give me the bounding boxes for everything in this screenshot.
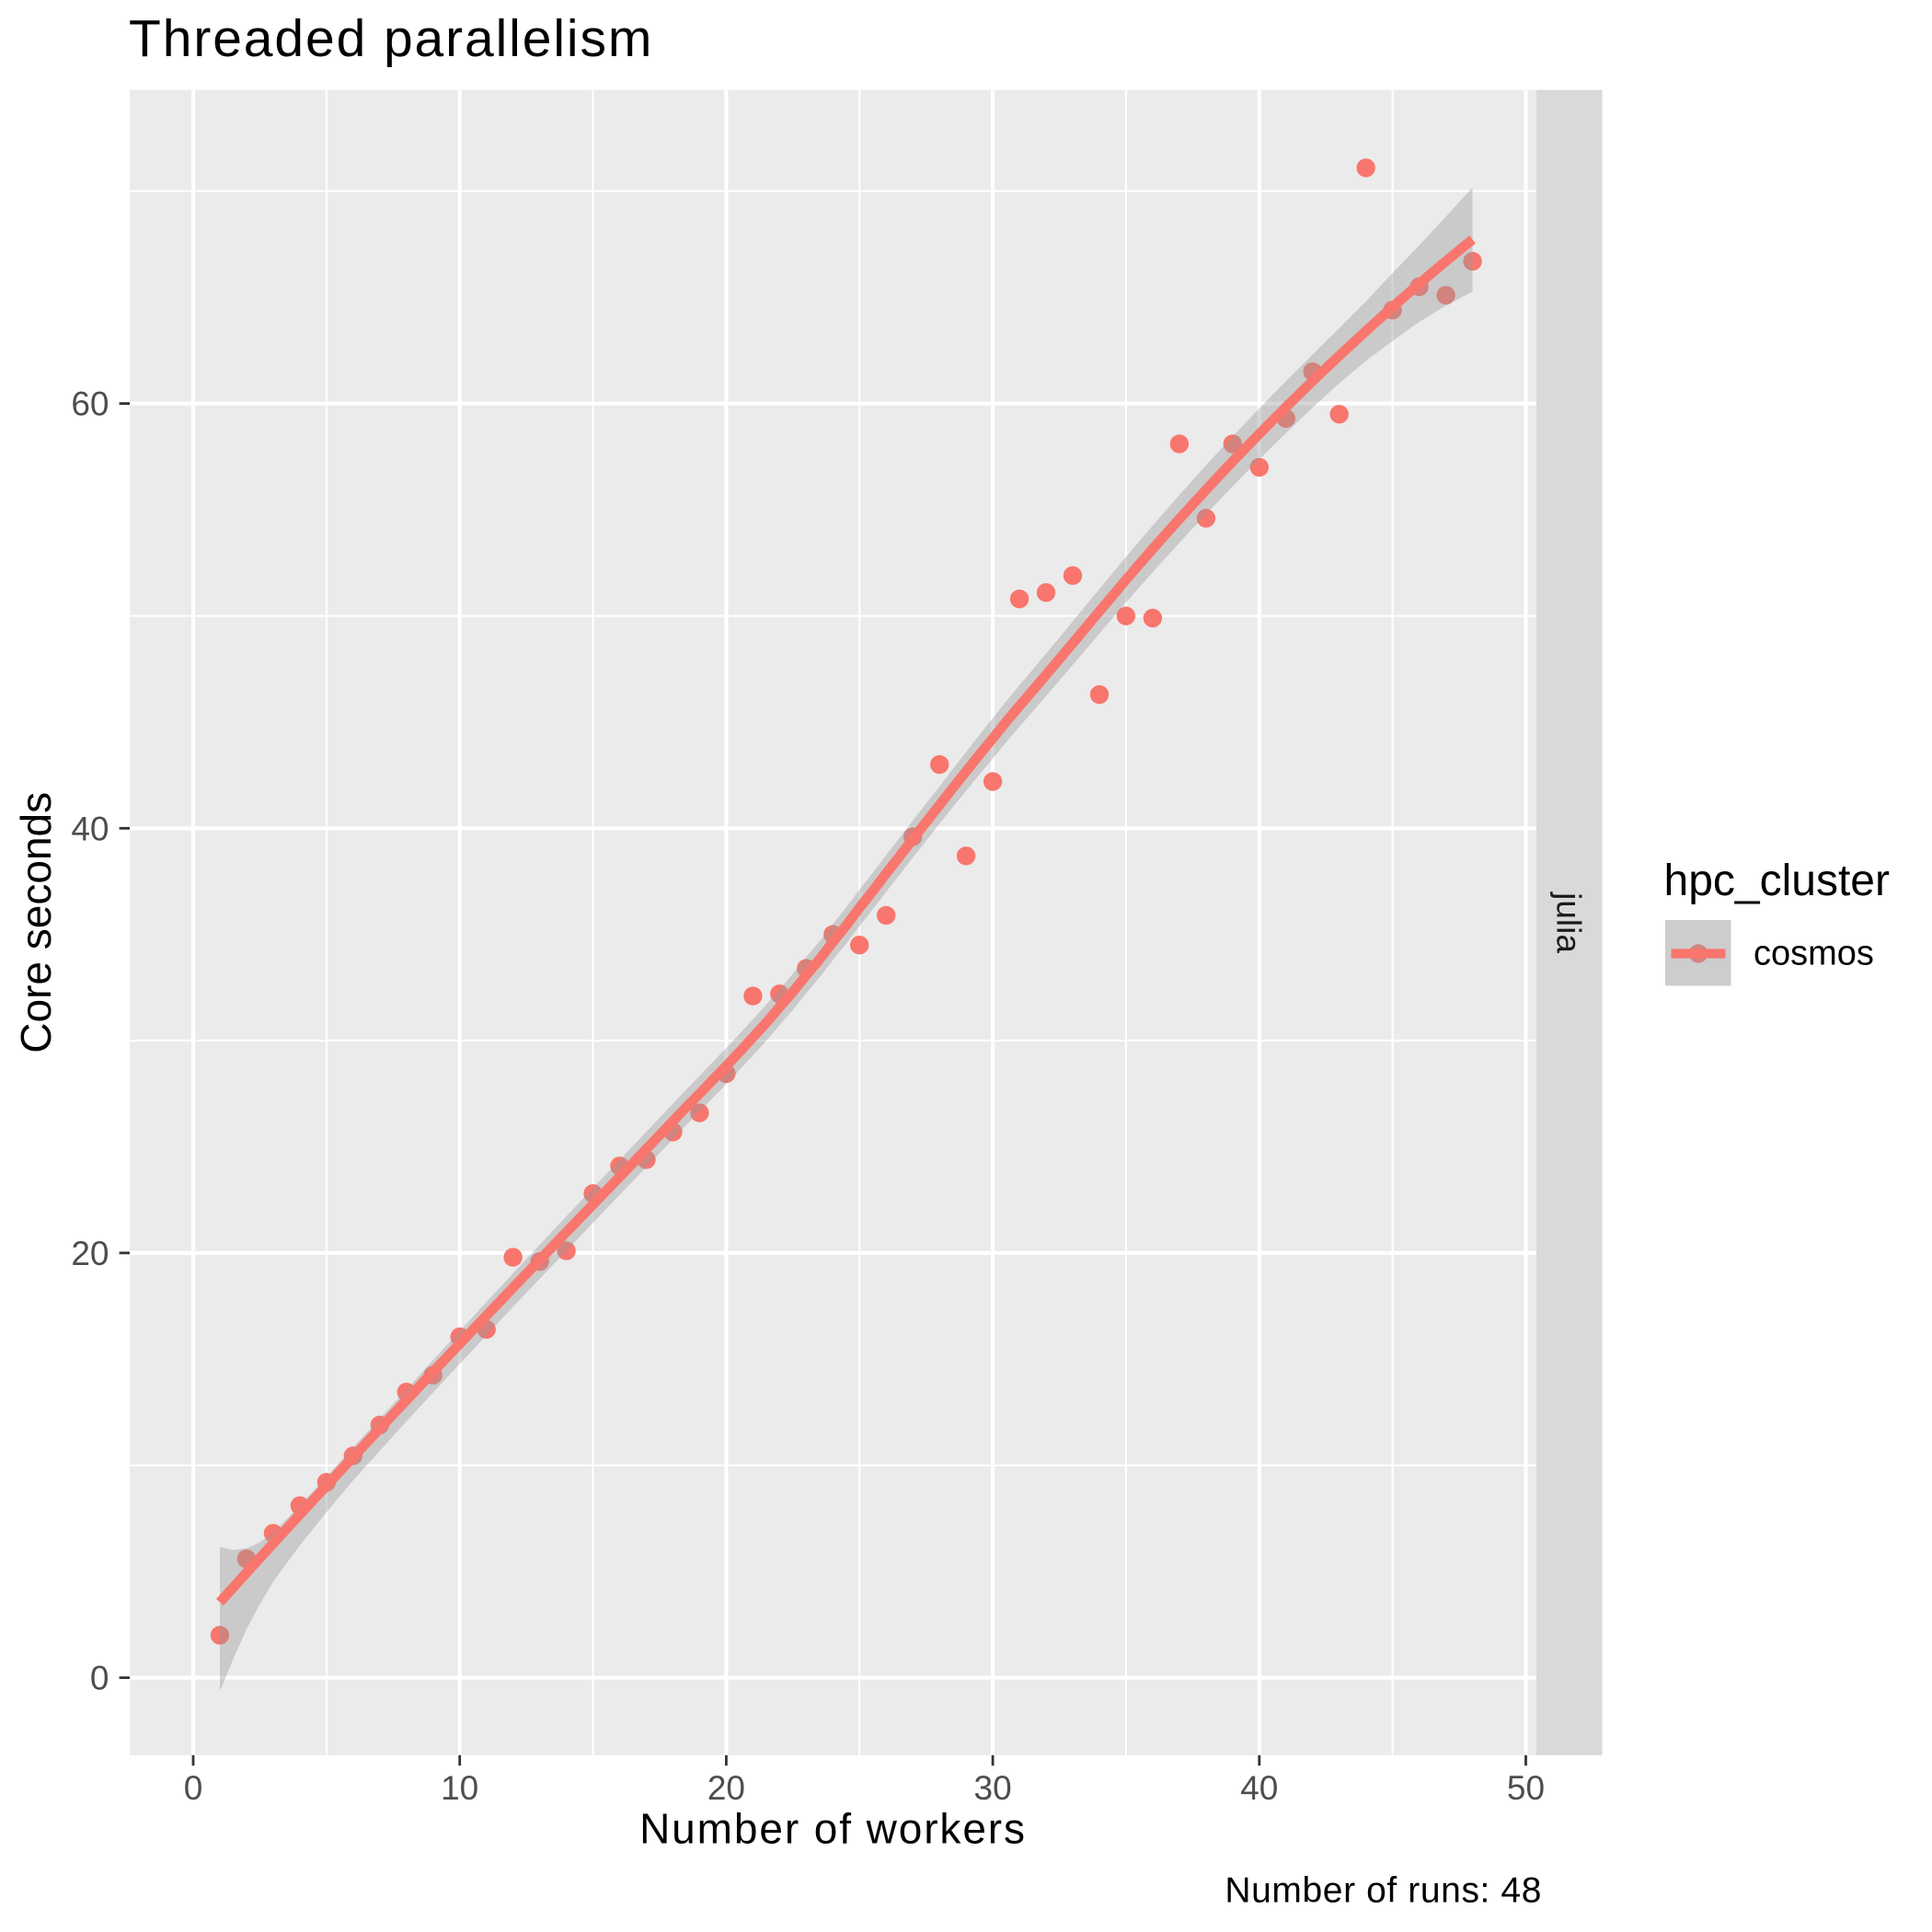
svg-text:40: 40 [1240,1769,1278,1807]
svg-text:30: 30 [974,1769,1012,1807]
svg-text:0: 0 [184,1769,203,1807]
svg-text:10: 10 [441,1769,478,1807]
svg-text:Number of workers: Number of workers [639,1805,1027,1853]
svg-text:20: 20 [707,1769,745,1807]
svg-text:hpc_cluster: hpc_cluster [1664,857,1890,905]
svg-text:Threaded parallelism: Threaded parallelism [129,9,653,68]
svg-text:60: 60 [71,385,109,423]
svg-text:cosmos: cosmos [1754,934,1874,972]
svg-text:40: 40 [71,810,109,847]
svg-text:Number of runs: 48: Number of runs: 48 [1225,1871,1542,1911]
svg-text:20: 20 [71,1235,109,1272]
svg-text:julia: julia [1550,891,1588,953]
svg-text:50: 50 [1507,1769,1545,1807]
svg-text:Core seconds: Core seconds [12,792,60,1053]
svg-text:0: 0 [90,1660,109,1697]
